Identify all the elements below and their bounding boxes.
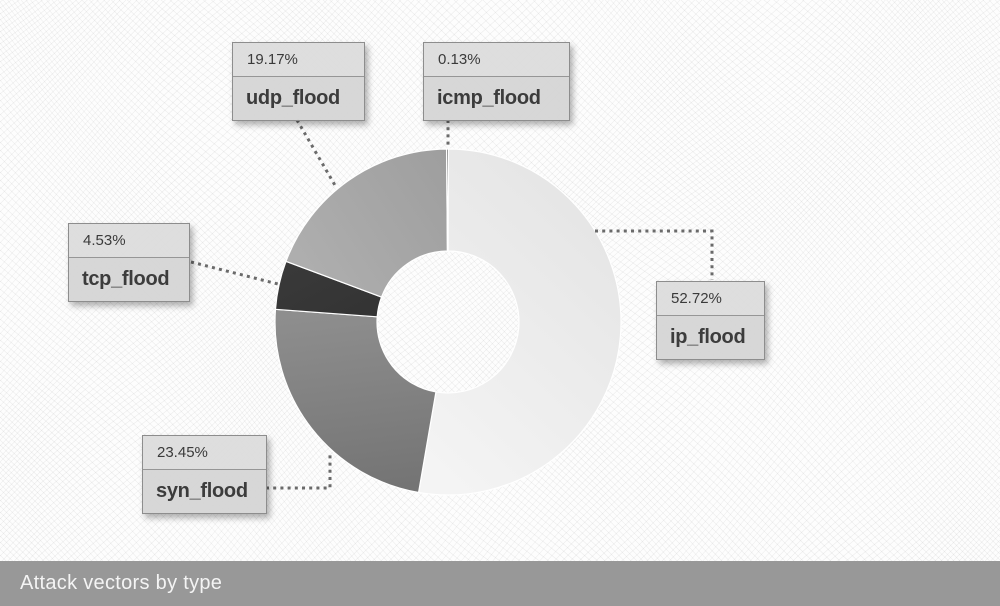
- pie-slice-syn_flood[interactable]: [274, 308, 437, 494]
- callout-syn_flood: 23.45% syn_flood: [142, 435, 267, 514]
- callout-udp_flood: 19.17% udp_flood: [232, 42, 365, 121]
- pie-slice-udp_flood[interactable]: [285, 148, 449, 298]
- connector-udp_flood: [295, 119, 338, 188]
- callout-percent: 23.45%: [143, 436, 266, 470]
- chart-title-bar: Attack vectors by type: [0, 561, 1000, 606]
- callout-label: udp_flood: [233, 77, 364, 120]
- callout-percent: 4.53%: [69, 224, 189, 258]
- connector-syn_flood: [266, 452, 332, 490]
- connector-ip_flood: [595, 229, 714, 280]
- callout-percent: 0.13%: [424, 43, 569, 77]
- callout-label: tcp_flood: [69, 258, 189, 301]
- chart-title: Attack vectors by type: [20, 572, 223, 594]
- callout-tcp_flood: 4.53% tcp_flood: [68, 223, 190, 302]
- callout-icmp_flood: 0.13% icmp_flood: [423, 42, 570, 121]
- callout-label: icmp_flood: [424, 77, 569, 120]
- callout-percent: 19.17%: [233, 43, 364, 77]
- callout-ip_flood: 52.72% ip_flood: [656, 281, 765, 360]
- pie-slice-ip_flood[interactable]: [417, 148, 622, 496]
- pie-slice-icmp_flood[interactable]: [445, 148, 449, 252]
- callout-connectors: [190, 119, 714, 490]
- callout-percent: 52.72%: [657, 282, 764, 316]
- connector-tcp_flood: [190, 260, 279, 286]
- callout-label: syn_flood: [143, 470, 266, 513]
- callout-label: ip_flood: [657, 316, 764, 359]
